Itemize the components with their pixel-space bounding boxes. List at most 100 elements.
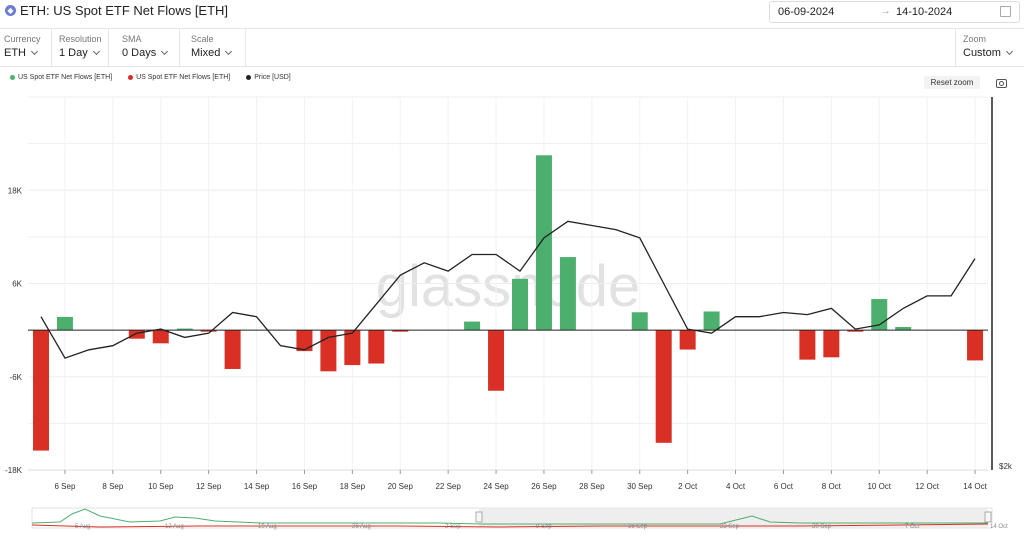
x-tick-label: 14 Oct <box>963 482 987 491</box>
flow-bar <box>823 330 840 358</box>
flow-bar <box>128 330 145 339</box>
flow-bar <box>344 330 361 366</box>
x-tick-label: 26 Sep <box>531 482 557 491</box>
right-axis-label: $2k <box>999 462 1013 471</box>
resolution-select[interactable]: Resolution 1 Day <box>55 29 109 66</box>
x-tick-label: 6 Sep <box>54 482 75 491</box>
x-tick-label: 10 Oct <box>867 482 891 491</box>
top-bar: ◆ ETH: US Spot ETF Net Flows [ETH] 06-09… <box>0 0 1024 29</box>
flow-bar <box>224 330 241 369</box>
navigator-label: 30 Sep <box>812 524 832 530</box>
legend-label: Price [USD] <box>254 74 291 81</box>
flow-bar <box>320 330 337 372</box>
zoom-select[interactable]: Zoom Custom <box>955 29 1024 66</box>
currency-value: ETH <box>4 47 26 59</box>
flow-bar <box>799 330 816 360</box>
flow-bar <box>703 311 720 331</box>
x-tick-label: 20 Sep <box>388 482 414 491</box>
chart-legend: US Spot ETF Net Flows [ETH] US Spot ETF … <box>10 74 305 81</box>
flow-bar <box>535 155 552 331</box>
reset-zoom-button[interactable]: Reset zoom <box>924 76 980 89</box>
navigator-label: 19 Aug <box>258 524 277 530</box>
flow-bar <box>33 330 49 451</box>
flow-bar <box>631 312 648 331</box>
x-tick-label: 4 Oct <box>726 482 746 491</box>
navigator-handle-left <box>475 511 483 523</box>
navigator-label: 23 Sep <box>720 524 740 530</box>
legend-label: US Spot ETF Net Flows [ETH] <box>18 74 113 81</box>
flow-bar <box>464 321 481 331</box>
zoom-label: Zoom <box>963 34 987 44</box>
navigator-label: 12 Aug <box>165 524 184 530</box>
flow-bar <box>392 330 409 332</box>
scale-label: Scale <box>191 34 214 44</box>
legend-label: US Spot ETF Net Flows [ETH] <box>136 74 231 81</box>
x-tick-label: 14 Sep <box>244 482 270 491</box>
legend-item-price[interactable]: Price [USD] <box>246 74 291 81</box>
calendar-icon[interactable] <box>1000 6 1011 17</box>
flow-bar <box>368 330 385 364</box>
price-line <box>40 220 976 359</box>
date-to[interactable]: 14-10-2024 <box>896 6 953 18</box>
x-tick-label: 18 Sep <box>340 482 366 491</box>
x-tick-label: 8 Oct <box>822 482 842 491</box>
navigator-handle-right <box>984 511 992 523</box>
chart-title: ETH: US Spot ETF Net Flows [ETH] <box>20 3 229 18</box>
y-tick-label: 18K <box>8 186 23 195</box>
navigator-label: 14 Oct <box>990 524 1008 530</box>
resolution-label: Resolution <box>59 34 102 44</box>
camera-icon[interactable] <box>996 79 1007 88</box>
ethereum-icon: ◆ <box>5 5 16 16</box>
x-tick-label: 12 Sep <box>196 482 222 491</box>
legend-dot <box>246 74 252 80</box>
flow-bar <box>655 330 672 443</box>
legend-dot <box>10 74 15 80</box>
navigator-outflow-line <box>31 523 989 528</box>
scale-value: Mixed <box>191 47 221 59</box>
sma-select[interactable]: SMA 0 Days <box>118 29 180 66</box>
flow-bar <box>967 330 984 361</box>
y-tick-label: 6K <box>12 280 22 289</box>
flow-bar <box>512 278 528 331</box>
flow-bar <box>56 316 73 331</box>
navigator-label: 9 Sep <box>536 524 552 530</box>
x-tick-label: 24 Sep <box>483 482 509 491</box>
date-range-picker[interactable]: 06-09-2024 → 14-10-2024 <box>769 1 1020 23</box>
currency-label: Currency <box>4 34 41 44</box>
navigator-label: 26 Aug <box>352 524 371 530</box>
resolution-value: 1 Day <box>59 47 88 59</box>
navigator-label: 2 Sep <box>445 524 461 530</box>
navigator-label: 16 Sep <box>628 524 648 530</box>
sma-label: SMA <box>122 34 142 44</box>
controls-bar: Currency ETH Resolution 1 Day SMA 0 Days… <box>0 29 1024 67</box>
x-tick-label: 2 Oct <box>678 482 698 491</box>
y-tick-label: -6K <box>10 373 23 382</box>
flow-bar <box>296 330 313 352</box>
scale-select[interactable]: Scale Mixed <box>187 29 246 66</box>
navigator-label: 7 Oct <box>905 524 920 530</box>
date-from[interactable]: 06-09-2024 <box>778 6 835 18</box>
flow-bar <box>200 330 217 332</box>
x-tick-label: 16 Sep <box>292 482 318 491</box>
currency-select[interactable]: Currency ETH <box>0 29 52 66</box>
x-tick-label: 30 Sep <box>627 482 653 491</box>
zoom-value: Custom <box>963 47 1001 59</box>
flow-bar <box>176 328 193 331</box>
x-tick-label: 10 Sep <box>148 482 174 491</box>
legend-item-inflows[interactable]: US Spot ETF Net Flows [ETH] <box>10 74 112 81</box>
flow-bar <box>488 330 505 391</box>
x-tick-label: 22 Sep <box>435 482 461 491</box>
sma-value: 0 Days <box>122 47 157 59</box>
y-tick-label: -18K <box>5 466 23 475</box>
x-tick-label: 28 Sep <box>579 482 605 491</box>
flow-bar <box>152 330 169 344</box>
legend-item-outflows[interactable]: US Spot ETF Net Flows [ETH] <box>128 74 230 81</box>
flow-bar <box>559 257 576 331</box>
x-tick-label: 8 Sep <box>102 482 123 491</box>
navigator-label: 5 Aug <box>75 524 90 530</box>
watermark: glassnode <box>376 254 640 319</box>
flow-bar <box>895 327 912 331</box>
arrow-right-icon: → <box>880 5 891 17</box>
legend-dot <box>128 74 134 80</box>
